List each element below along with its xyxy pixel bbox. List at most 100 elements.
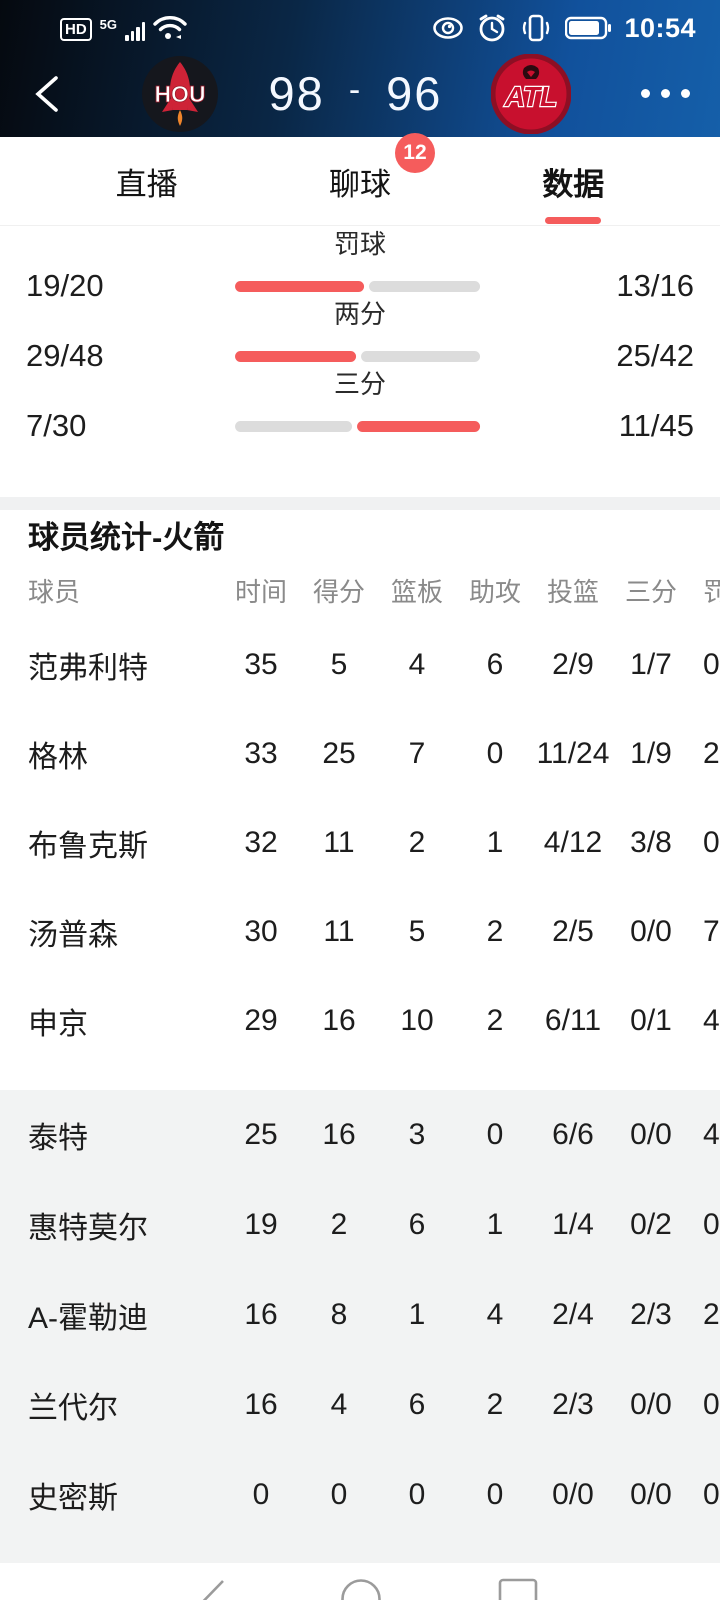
stat-cell: 4/12: [543, 825, 603, 859]
stat-cell: 4: [703, 1003, 720, 1037]
home-stat-value: 19/20: [26, 268, 104, 303]
stat-cell: 1: [486, 825, 504, 859]
player-name: A-霍勒迪: [28, 1302, 148, 1335]
player-name: 惠特莫尔: [28, 1212, 148, 1245]
section-divider: [0, 497, 720, 510]
stat-cell: 0/0: [552, 1478, 594, 1511]
player-name: 史密斯: [28, 1482, 118, 1515]
score-display: 98 - 96: [220, 66, 491, 121]
stat-cell: 0/2: [630, 1208, 672, 1241]
stat-cell: 0/0: [630, 1388, 672, 1421]
more-options-button[interactable]: [641, 89, 690, 98]
tab-bar: 直播 聊球 12 数据: [0, 132, 720, 226]
column-header: 时间: [234, 576, 287, 607]
stat-cell: 2: [330, 1208, 348, 1241]
stat-cell: 0: [703, 1388, 720, 1421]
stat-cell: 2: [486, 914, 504, 948]
column-header: 助攻: [468, 576, 521, 607]
stat-cell: 25: [244, 1118, 278, 1151]
stat-cell: 2: [486, 1388, 504, 1421]
player-row[interactable]: 泰特 25 16 3 0 6/6 0/0 4: [0, 1090, 720, 1180]
stat-cell: 11/24: [536, 736, 610, 770]
column-header: 球员: [28, 576, 81, 607]
stat-cell: 4: [408, 647, 426, 681]
stat-cell: 0/0: [630, 1118, 672, 1151]
away-score: 96: [386, 67, 443, 120]
player-row[interactable]: 汤普森 30 11 5 2 2/5 0/0 7: [0, 887, 720, 976]
stat-cell: 29: [244, 1003, 278, 1037]
nav-back-icon[interactable]: [185, 1578, 227, 1600]
stat-compare-bars: [235, 281, 481, 292]
stat-cell: 25: [322, 736, 356, 770]
stat-label: 三分: [333, 369, 386, 399]
player-row[interactable]: 史密斯 0 0 0 0 0/0 0/0 0: [0, 1450, 720, 1540]
stat-cell: 7: [408, 736, 426, 770]
home-score: 98: [268, 67, 325, 120]
home-stat-value: 7/30: [26, 408, 87, 443]
stat-cell: 6: [408, 1388, 426, 1421]
team-stat-row: 两分 29/48 25/42: [0, 300, 720, 373]
player-row[interactable]: 申京 29 16 10 2 6/11 0/1 4: [0, 976, 720, 1065]
svg-text:HOU: HOU: [154, 81, 205, 107]
stat-cell: 0: [330, 1478, 348, 1511]
player-name: 汤普森: [28, 918, 118, 952]
player-row[interactable]: 范弗利特 35 5 4 6 2/9 1/7 0: [0, 620, 720, 709]
player-row[interactable]: 惠特莫尔 19 2 6 1 1/4 0/2 0: [0, 1180, 720, 1270]
hd-icon: HD: [60, 18, 92, 41]
stat-compare-bars: [235, 351, 481, 362]
stat-cell: 0: [408, 1478, 426, 1511]
stat-cell: 16: [322, 1003, 356, 1037]
bench-group: 泰特 25 16 3 0 6/6 0/0 4 惠特莫尔 19 2 6 1 1/4 0/2 0 A-霍勒迪 16 8 1…: [0, 1090, 720, 1563]
stat-cell: 7: [703, 914, 720, 948]
stat-cell: 2: [703, 736, 720, 770]
active-tab-underline: [545, 216, 602, 224]
column-header: 罚篮: [703, 576, 720, 607]
stat-label: 罚球: [333, 229, 386, 259]
eye-protection-icon: [433, 17, 464, 39]
player-name: 布鲁克斯: [28, 829, 148, 863]
stat-cell: 2: [703, 1298, 720, 1331]
stat-cell: 5: [408, 914, 426, 948]
stat-cell: 6/6: [552, 1118, 594, 1151]
stat-cell: 2/9: [552, 647, 594, 681]
stat-cell: 6: [408, 1208, 426, 1241]
player-row[interactable]: 格林 33 25 7 0 11/24 1/9 2: [0, 709, 720, 798]
starters-group: 范弗利特 35 5 4 6 2/9 1/7 0 格林 33 25 7 0 11/24 1/9 2 布鲁克斯 32 1…: [0, 620, 720, 1065]
wifi-icon: [153, 16, 187, 39]
stat-cell: 0: [486, 1118, 504, 1151]
stat-cell: 2/5: [552, 914, 594, 948]
stat-cell: 19: [244, 1208, 278, 1241]
alarm-clock-icon: [480, 14, 505, 42]
group-gap: [0, 1065, 720, 1090]
player-row[interactable]: 布鲁克斯 32 11 2 1 4/12 3/8 0: [0, 798, 720, 887]
tab-live[interactable]: 直播: [112, 141, 182, 222]
stat-cell: 0: [486, 736, 504, 770]
stat-cell: 1: [408, 1298, 426, 1331]
player-stats-title: 球员统计-火箭: [28, 520, 225, 555]
signal-bars-icon: [125, 21, 146, 41]
stat-cell: 16: [244, 1298, 278, 1331]
tab-data[interactable]: 数据: [538, 141, 608, 224]
stat-cell: 4: [703, 1118, 720, 1151]
player-row[interactable]: A-霍勒迪 16 8 1 4 2/4 2/3 2: [0, 1270, 720, 1360]
stat-cell: 0/0: [630, 914, 672, 948]
back-button[interactable]: [30, 74, 64, 114]
stat-cell: 16: [322, 1118, 356, 1151]
stat-cell: 1/7: [630, 647, 672, 681]
away-stat-value: 25/42: [616, 338, 694, 373]
tab-chat[interactable]: 聊球 12: [325, 132, 435, 222]
home-stat-value: 29/48: [26, 338, 104, 373]
team-stats-compare: 罚球 19/20 13/16 两分 29/48 25/42 三分 7/30 11/45: [0, 226, 720, 497]
stat-cell: 6/11: [544, 1003, 602, 1037]
away-team-logo-hawks: ATL: [491, 53, 571, 134]
stat-cell: 1: [486, 1208, 504, 1241]
player-row[interactable]: 兰代尔 16 4 6 2 2/3 0/0 0: [0, 1360, 720, 1450]
nav-recents-icon[interactable]: [498, 1578, 538, 1600]
stat-cell: 2/3: [552, 1388, 594, 1421]
clock-time: 10:54: [624, 12, 696, 43]
stat-cell: 2/4: [552, 1298, 594, 1331]
column-header: 三分: [624, 576, 677, 607]
stat-cell: 0: [703, 1478, 720, 1511]
nav-home-icon[interactable]: [340, 1578, 382, 1600]
stat-cell: 0: [703, 825, 720, 859]
